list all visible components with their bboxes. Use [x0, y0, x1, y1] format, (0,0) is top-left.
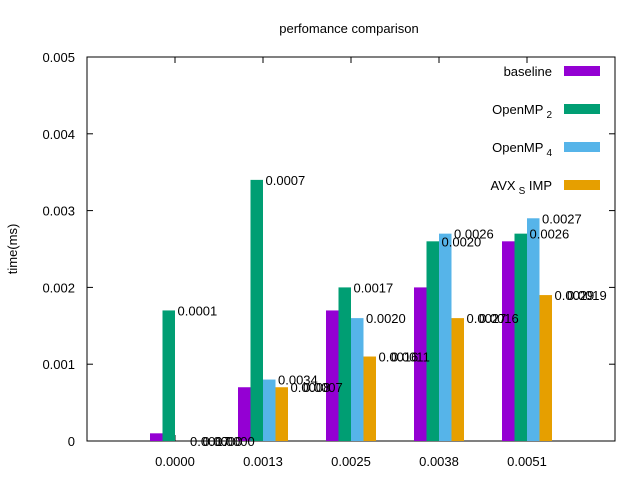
data-label: 0.0001: [178, 303, 218, 318]
legend-suffix: IMP: [525, 178, 552, 193]
data-label: 0.0027: [467, 311, 507, 326]
data-label: 0.0008: [291, 380, 331, 395]
data-label: 0.0027: [542, 211, 582, 226]
data-label: 0.0034: [278, 373, 318, 388]
legend-swatch: [564, 142, 600, 152]
legend-label: OpenMP 4: [492, 140, 552, 159]
data-label: 0.0017: [354, 280, 394, 295]
bar: [527, 218, 540, 441]
data-label: 0.0019: [567, 288, 607, 303]
x-tick-label: 0.0038: [419, 454, 459, 469]
bars: [150, 179, 552, 441]
y-tick-label: 0: [68, 434, 75, 449]
bar: [250, 179, 263, 441]
bar: [162, 310, 175, 441]
chart-title: perfomance comparison: [279, 21, 418, 36]
legend-label: OpenMP 2: [492, 102, 552, 121]
legend-subscript: 4: [546, 148, 552, 159]
data-label: 0.0029: [555, 288, 595, 303]
legend-label-text: OpenMP: [492, 140, 543, 155]
data-label: 0.0026: [454, 227, 494, 242]
bar: [439, 233, 452, 441]
legend-swatch: [564, 180, 600, 190]
data-label: 0.0007: [303, 380, 343, 395]
data-label: 0.0016: [479, 311, 519, 326]
y-axis: 0 0.001 0.002 0.003 0.004 0.005: [42, 50, 615, 449]
y-axis-label: time(ms): [5, 224, 20, 275]
bar: [275, 387, 288, 441]
bar: [238, 387, 251, 441]
x-tick-label: 0.0025: [331, 454, 371, 469]
legend-label-text: OpenMP: [492, 102, 543, 117]
bar: [338, 287, 351, 441]
y-tick-label: 0.002: [42, 280, 75, 295]
x-tick-label: 0.0051: [507, 454, 547, 469]
y-tick-label: 0.004: [42, 127, 75, 142]
data-label: 0.0026: [530, 227, 570, 242]
bar: [414, 287, 427, 441]
bar: [539, 295, 552, 441]
bar: [363, 356, 376, 441]
data-label: 0.0000: [215, 434, 255, 449]
bar: [502, 241, 515, 441]
y-tick-label: 0.003: [42, 204, 75, 219]
legend-swatch: [564, 104, 600, 114]
x-tick-label: 0.0000: [155, 454, 195, 469]
data-label: 0.0007: [266, 173, 306, 188]
bar: [451, 318, 464, 441]
y-tick-label: 0.005: [42, 50, 75, 65]
y-tick-label: 0.001: [42, 357, 75, 372]
data-label: 0.0000: [203, 434, 243, 449]
bar: [514, 233, 527, 441]
bar: [150, 433, 163, 441]
legend-label: AVX S IMP: [491, 178, 552, 197]
bar: [326, 310, 339, 441]
data-label: 0.0020: [442, 234, 482, 249]
data-labels: 0.00010.00170.00000.00000.00070.00340.00…: [178, 173, 607, 449]
data-label: 0.0017: [190, 434, 230, 449]
legend-label: baseline: [504, 64, 552, 79]
data-label: 0.0020: [366, 311, 406, 326]
bar: [263, 379, 276, 441]
bar: [351, 318, 364, 441]
legend-label-text: AVX: [491, 178, 516, 193]
legend-label-text: baseline: [504, 64, 552, 79]
data-label: 0.0011: [391, 350, 430, 365]
legend-swatch: [564, 66, 600, 76]
legend-subscript: S: [519, 186, 526, 197]
bar: [426, 241, 439, 441]
legend-subscript: 2: [546, 110, 552, 121]
x-tick-label: 0.0013: [243, 454, 283, 469]
data-label: 0.0016: [379, 350, 419, 365]
